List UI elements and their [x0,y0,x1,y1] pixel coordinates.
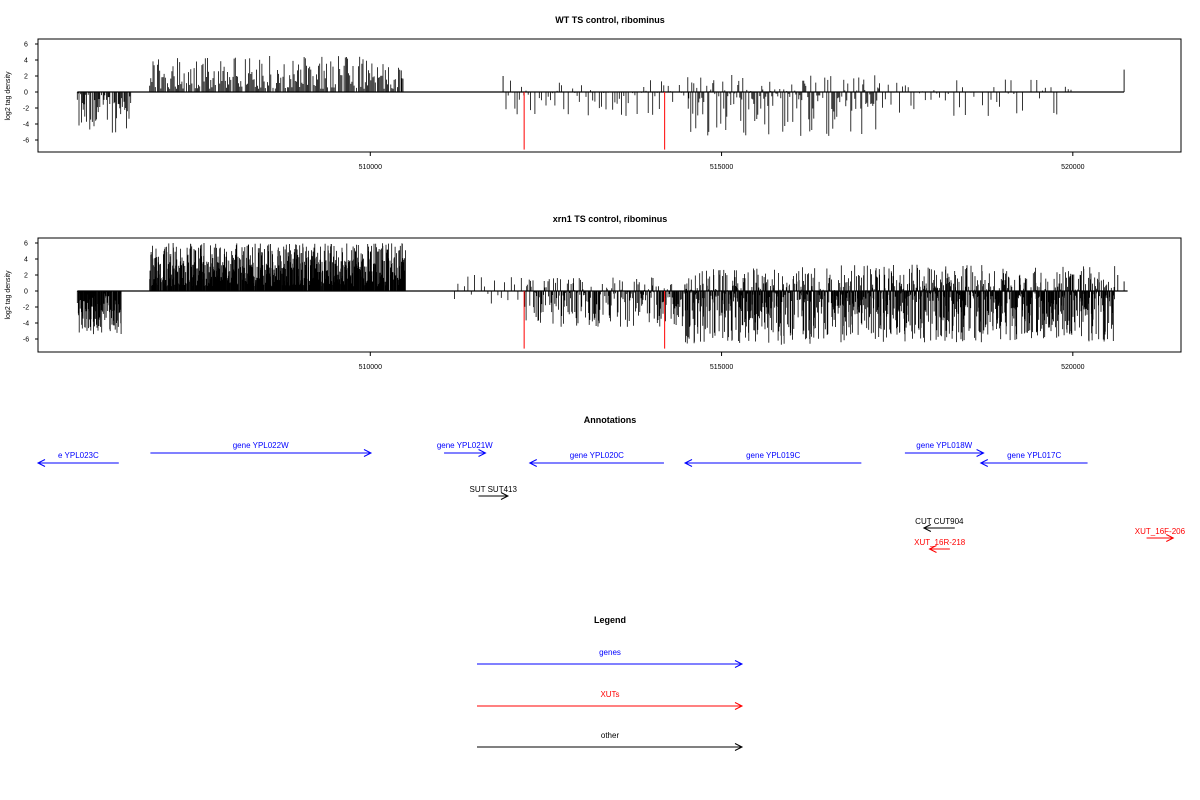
panel-title: WT TS control, ribominus [555,15,665,25]
feature-gene-ypl019c: gene YPL019C [683,451,862,467]
y-tick-label: -2 [23,106,29,113]
feature-arrow-head [363,449,373,457]
y-axis-label: log2 tag density [5,270,12,320]
feature-arrow-head [922,524,932,532]
y-tick-label: 2 [24,273,28,280]
x-tick-label: 515000 [710,164,733,171]
feature-gene-ypl018w: gene YPL018W [904,441,985,457]
x-tick-label: 515000 [710,364,733,371]
feature-arrow-head [500,492,510,500]
feature-arrow-head [683,459,693,467]
feature-arrow-head [928,545,937,553]
x-tick-label: 510000 [359,364,382,371]
feature-group: e YPL023C gene YPL022W gene YPL021W gene YP… [36,441,1186,553]
legend-item-other: other [477,731,744,751]
feature-gene-ypl020c: gene YPL020C [528,451,664,467]
y-axis-label: log2 tag density [5,71,12,121]
legend-item-xuts: XUTs [477,690,744,710]
annotations-title: Annotations [584,415,637,425]
y-tick-label: -6 [23,138,29,145]
feature-xut-16f-206: XUT_16F-206 [1135,527,1186,542]
plot-frame [37,38,1182,153]
bar-group [76,56,1125,150]
feature-label: gene YPL018W [916,441,972,450]
feature-arrow-head [1166,534,1175,542]
legend-arrow-head [734,660,744,668]
legend-title: Legend [594,615,626,625]
y-tick-label: 0 [24,289,28,296]
legend-label: XUTs [600,690,619,699]
y-axis: -6 -4 -2 0 2 4 6 [23,241,38,344]
legend-label: genes [599,648,621,657]
y-tick-label: -2 [23,305,29,312]
legend-item-group: genes XUTs other [477,648,744,751]
feature-sut-sut413: SUT SUT413 [470,485,518,500]
legend: Legend genes XUTs other [477,615,744,751]
panel-title: xrn1 TS control, ribominus [553,214,668,224]
feature-arrow-head [979,459,989,467]
feature-arrow-head [976,449,985,457]
feature-cut-cut904: CUT CUT904 [915,517,964,532]
y-tick-label: -4 [23,321,29,328]
y-tick-label: 6 [24,42,28,49]
feature-label: e YPL023C [58,451,99,460]
y-tick-label: 4 [24,257,28,264]
feature-e-ypl023c: e YPL023C [36,451,119,467]
feature-label: gene YPL022W [233,441,289,450]
x-tick-label: 510000 [359,164,382,171]
feature-label: gene YPL019C [746,451,800,460]
track-panel-wt: WT TS control, ribominus -6 -4 -2 0 2 4 6 5100… [5,15,1182,171]
legend-arrow-head [734,743,744,751]
feature-arrow-head [36,459,46,467]
feature-label: CUT CUT904 [915,517,964,526]
x-axis: 510000 515000 520000 [359,152,1085,171]
y-tick-label: 6 [24,241,28,248]
feature-xut-16r-218: XUT_16R-218 [914,538,966,553]
legend-label: other [601,731,620,740]
y-axis: -6 -4 -2 0 2 4 6 [23,42,38,145]
plot-frame [37,237,1182,353]
y-tick-label: 0 [24,90,28,97]
feature-gene-ypl022w: gene YPL022W [150,441,373,457]
legend-arrow-head [734,702,744,710]
feature-gene-ypl021w: gene YPL021W [437,441,493,457]
feature-arrow-head [478,449,487,457]
y-tick-label: 4 [24,58,28,65]
legend-item-genes: genes [477,648,744,668]
x-tick-label: 520000 [1061,364,1084,371]
x-tick-label: 520000 [1061,164,1084,171]
feature-arrow-head [528,459,537,467]
x-axis: 510000 515000 520000 [359,352,1085,371]
y-tick-label: -6 [23,337,29,344]
annotations-panel: Annotations e YPL023C gene YPL022W gene YP… [36,415,1186,553]
track-panel-xrn1: xrn1 TS control, ribominus -6 -4 -2 0 2 4 6 51… [5,214,1182,371]
feature-label: gene YPL021W [437,441,493,450]
feature-gene-ypl017c: gene YPL017C [979,451,1088,467]
feature-label: gene YPL020C [570,451,624,460]
feature-label: XUT_16F-206 [1135,527,1186,536]
y-tick-label: -4 [23,122,29,129]
feature-label: gene YPL017C [1007,451,1061,460]
y-tick-label: 2 [24,74,28,81]
bar-group [76,243,1128,349]
feature-label: XUT_16R-218 [914,538,966,547]
feature-label: SUT SUT413 [470,485,518,494]
